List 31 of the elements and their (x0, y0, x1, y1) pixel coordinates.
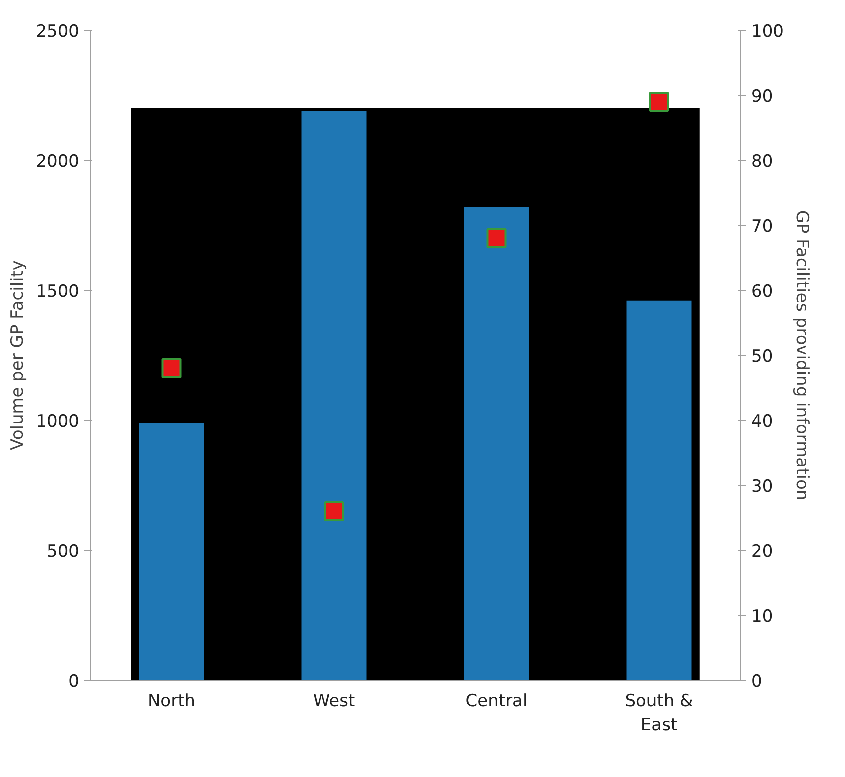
y-tick-label: 1000 (36, 412, 80, 432)
point (324, 502, 344, 522)
y-tick-label: 1500 (36, 282, 80, 302)
bar (626, 300, 692, 680)
y2-tick-label: 70 (752, 217, 774, 237)
x-tick-label: South & East (625, 692, 694, 736)
y-axis-title: Volume per GP Facility (8, 260, 28, 450)
x-tick-label: North (148, 692, 196, 712)
y2-axis-title: GP Facilities providing information (792, 210, 812, 501)
y-tick-label: 2000 (36, 152, 80, 172)
bar (139, 423, 204, 680)
y-tick-label: 500 (47, 542, 80, 562)
bar (302, 111, 367, 680)
point (486, 228, 507, 248)
y2-tick-label: 50 (752, 347, 774, 367)
y2-tick-label: 30 (752, 477, 774, 497)
y2-tick-label: 90 (752, 87, 774, 107)
y2-tick-label: 20 (752, 542, 774, 562)
x-tick-label: West (313, 692, 356, 712)
y2-tick-label: 100 (752, 22, 784, 42)
y2-tick-label: 40 (752, 412, 774, 432)
point (649, 92, 670, 112)
y2-tick-label: 0 (752, 672, 762, 692)
y-tick-label: 2500 (36, 22, 80, 42)
point (162, 358, 182, 378)
bar (464, 207, 530, 680)
y-tick-label: 0 (68, 672, 80, 692)
x-tick-label: Central (466, 692, 528, 712)
y2-tick-label: 80 (752, 152, 774, 172)
y2-tick-label: 60 (752, 282, 774, 302)
y2-tick-label: 10 (752, 607, 774, 627)
